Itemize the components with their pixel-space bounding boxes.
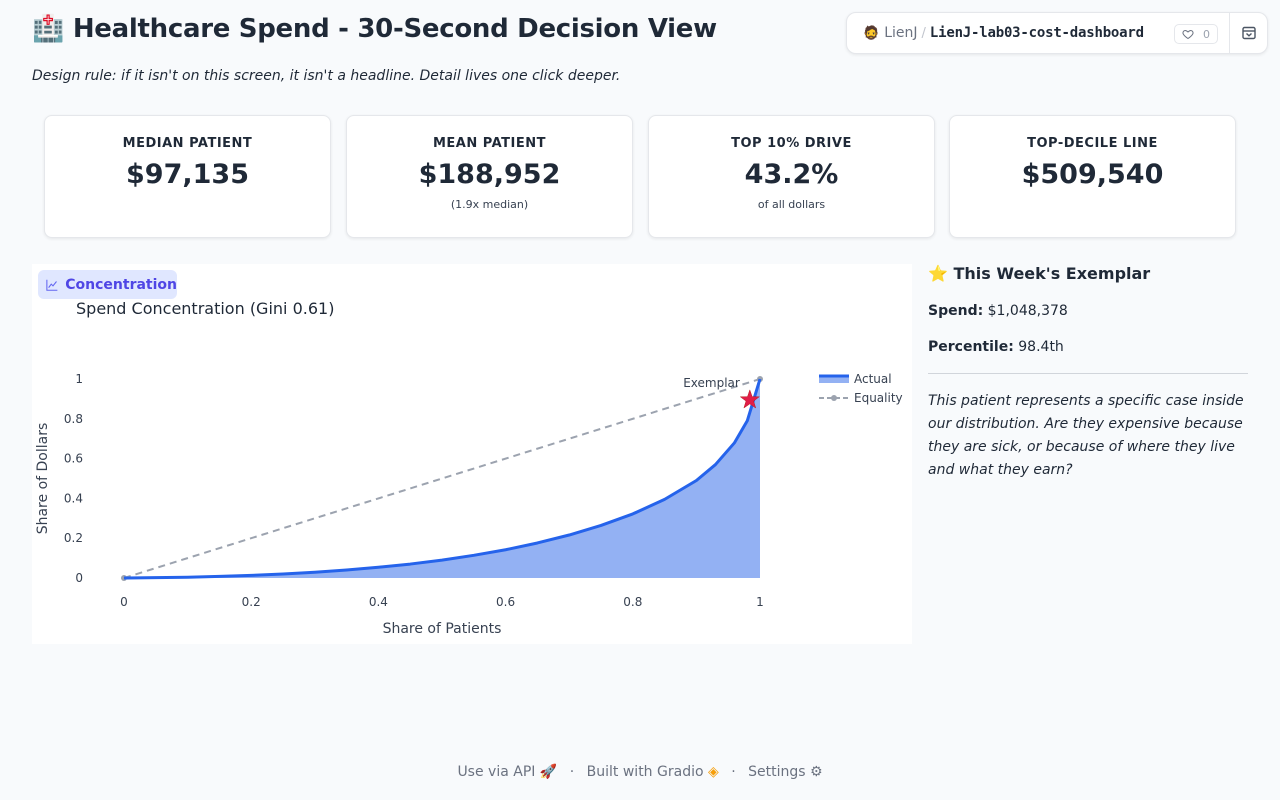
x-tick-label: 0 — [120, 595, 128, 609]
exemplar-heading: ⭐ This Week's Exemplar — [928, 264, 1151, 283]
kpi-note: of all dollars — [757, 198, 826, 211]
y-tick-label: 0.8 — [64, 412, 83, 426]
legend-label-equality: Equality — [854, 391, 903, 405]
legend-marker-equality — [831, 395, 837, 401]
actual-line — [123, 378, 762, 580]
tab-label: Concentration — [65, 276, 177, 293]
gradio-logo-icon: ◈ — [707, 764, 719, 780]
hospital-icon: 🏥 — [32, 14, 65, 44]
concentration-chart[interactable]: Spend Concentration (Gini 0.61) 0 0.2 0.4 0.… — [32, 264, 912, 644]
percentile-value: 98.4th — [1018, 339, 1064, 355]
kpi-label: TOP 10% DRIVE — [731, 136, 852, 151]
exemplar-annotation: Exemplar — [683, 376, 740, 390]
exemplar-spend: Spend: $1,048,378 — [928, 303, 1248, 319]
page-title-text: Healthcare Spend - 30-Second Decision Vi… — [72, 14, 717, 44]
y-tick-label: 0.4 — [64, 491, 83, 505]
exemplar-percentile: Percentile: 98.4th — [928, 339, 1248, 355]
exemplar-description: This patient represents a specific case … — [928, 393, 1244, 478]
page-title: 🏥 Healthcare Spend - 30-Second Decision … — [32, 14, 717, 44]
x-axis-label: Share of Patients — [383, 621, 502, 637]
kpi-value: $188,952 — [418, 159, 561, 190]
space-badge[interactable]: 🧔 LienJ / LienJ-lab03-cost-dashboard 0 — [846, 12, 1268, 54]
x-tick-label: 1 — [756, 595, 764, 609]
like-count: 0 — [1203, 27, 1210, 41]
divider — [928, 373, 1248, 374]
footer-separator: · — [569, 764, 575, 780]
y-tick-label: 0 — [75, 571, 83, 585]
use-api-link[interactable]: Use via API 🚀 — [457, 764, 558, 780]
footer: Use via API 🚀 · Built with Gradio ◈ · Se… — [0, 764, 1280, 780]
spend-value: $1,048,378 — [987, 303, 1068, 319]
space-repo[interactable]: LienJ-lab03-cost-dashboard — [929, 25, 1144, 41]
kpi-value: $509,540 — [1021, 159, 1164, 190]
tab-concentration[interactable]: Concentration — [38, 270, 177, 299]
kpi-value: 43.2% — [744, 159, 839, 190]
spend-label: Spend: — [928, 303, 984, 319]
kpi-label: MEDIAN PATIENT — [122, 136, 253, 151]
page-subtitle: Design rule: if it isn't on this screen,… — [32, 68, 621, 84]
x-tick-label: 0.6 — [496, 595, 515, 609]
collapse-button[interactable] — [1229, 13, 1267, 53]
exemplar-star-marker — [739, 389, 761, 409]
legend-swatch-actual — [819, 375, 849, 383]
y-tick-label: 0.2 — [64, 531, 83, 545]
settings-link[interactable]: Settings ⚙ — [748, 764, 823, 780]
y-tick-label: 0.6 — [64, 452, 83, 466]
x-tick-label: 0.4 — [369, 595, 388, 609]
kpi-label: MEAN PATIENT — [432, 136, 546, 151]
footer-separator: · — [731, 764, 736, 780]
kpi-card-mean: MEAN PATIENT $188,952 (1.9x median) — [346, 115, 633, 238]
chart-title: Spend Concentration (Gini 0.61) — [76, 299, 334, 318]
exemplar-panel: ⭐ This Week's Exemplar Spend: $1,048,378… — [928, 264, 1248, 482]
chart-line-icon — [46, 279, 58, 291]
kpi-value: $97,135 — [126, 159, 249, 190]
path-separator: / — [921, 25, 926, 41]
gear-icon: ⚙ — [810, 764, 823, 780]
x-tick-label: 0.2 — [242, 595, 261, 609]
chart-panel: Spend Concentration (Gini 0.61) 0 0.2 0.4 0.… — [32, 264, 912, 644]
kpi-row: MEDIAN PATIENT $97,135 MEAN PATIENT $188… — [44, 115, 1236, 238]
y-tick-label: 1 — [75, 372, 83, 386]
kpi-card-top-decile: TOP-DECILE LINE $509,540 — [949, 115, 1236, 238]
kpi-note: (1.9x median) — [450, 198, 529, 211]
rocket-icon: 🚀 — [539, 764, 558, 780]
space-owner[interactable]: LienJ — [884, 25, 918, 41]
x-tick-label: 0.8 — [623, 595, 642, 609]
actual-area — [124, 379, 760, 578]
built-with-gradio-link[interactable]: Built with Gradio ◈ — [586, 764, 719, 780]
kpi-label: TOP-DECILE LINE — [1027, 136, 1158, 151]
heart-icon — [1182, 29, 1194, 40]
percentile-label: Percentile: — [928, 339, 1014, 355]
owner-avatar: 🧔 — [863, 25, 880, 41]
kpi-card-median: MEDIAN PATIENT $97,135 — [44, 115, 331, 238]
like-button[interactable]: 0 — [1174, 24, 1218, 44]
legend-label-actual: Actual — [854, 372, 892, 386]
collapse-icon — [1241, 26, 1256, 40]
equality-line — [123, 378, 761, 579]
kpi-card-top10: TOP 10% DRIVE 43.2% of all dollars — [648, 115, 935, 238]
y-axis-label: Share of Dollars — [35, 423, 51, 535]
